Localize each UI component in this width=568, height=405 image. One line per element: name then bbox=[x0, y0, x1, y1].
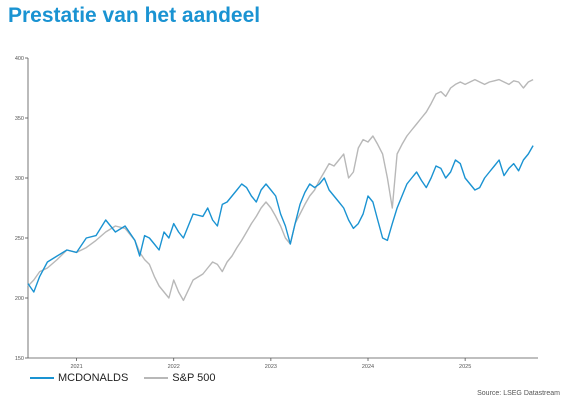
series-line-mcdonalds bbox=[27, 145, 534, 293]
legend-swatch-sp500 bbox=[144, 377, 169, 379]
legend-item-sp500: S&P 500 bbox=[144, 372, 216, 384]
y-tick-label: 200 bbox=[15, 296, 24, 302]
legend-swatch-mcdonalds bbox=[30, 377, 54, 379]
y-tick-label: 300 bbox=[15, 176, 24, 182]
chart-legend: MCDONALDS S&P 500 bbox=[30, 372, 232, 384]
y-tick-label: 400 bbox=[15, 56, 24, 62]
y-tick-label: 250 bbox=[15, 236, 24, 242]
x-tick-label: 2024 bbox=[362, 364, 374, 370]
legend-label-mcdonalds: MCDONALDS bbox=[58, 372, 129, 384]
chart-series bbox=[27, 78, 534, 302]
x-tick-label: 2023 bbox=[265, 364, 277, 370]
legend-item-mcdonalds: MCDONALDS bbox=[30, 372, 128, 384]
y-tick-label: 150 bbox=[15, 356, 24, 362]
x-tick-label: 2022 bbox=[168, 364, 180, 370]
page-title: Prestatie van het aandeel bbox=[8, 4, 261, 27]
x-tick-label: 2021 bbox=[70, 364, 82, 370]
source-note: Source: LSEG Datastream bbox=[477, 390, 560, 397]
series-line-sp500 bbox=[27, 78, 534, 302]
x-tick-label: 2025 bbox=[459, 364, 471, 370]
chart-axes: 150 200 250 300 350 400 2021 2022 2023 2024 2025 bbox=[15, 56, 538, 370]
y-tick-label: 350 bbox=[15, 116, 24, 122]
legend-label-sp500: S&P 500 bbox=[172, 372, 216, 384]
